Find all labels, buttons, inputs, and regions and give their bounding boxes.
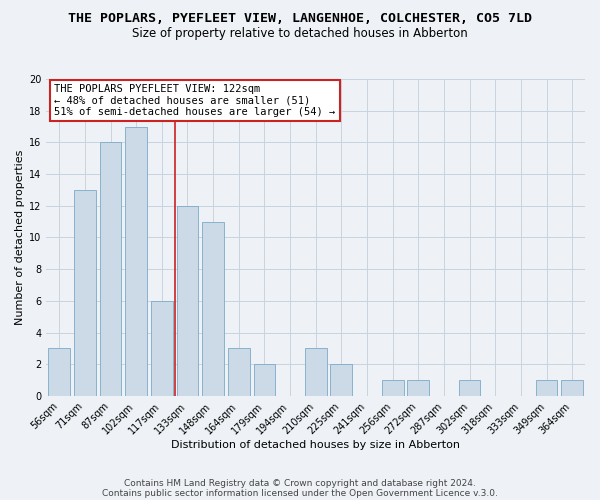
Bar (49, 348, 70, 396)
Bar (151, 301, 173, 396)
Bar (202, 222, 224, 396)
X-axis label: Distribution of detached houses by size in Abberton: Distribution of detached houses by size … (171, 440, 460, 450)
Bar (561, 380, 583, 396)
Bar (458, 380, 481, 396)
Text: Size of property relative to detached houses in Abberton: Size of property relative to detached ho… (132, 28, 468, 40)
Bar (382, 380, 404, 396)
Bar (536, 380, 557, 396)
Y-axis label: Number of detached properties: Number of detached properties (15, 150, 25, 325)
Bar (254, 364, 275, 396)
Bar (305, 348, 326, 396)
Bar (74, 190, 96, 396)
Bar (407, 380, 429, 396)
Bar (125, 126, 147, 396)
Bar (176, 206, 199, 396)
Bar (331, 364, 352, 396)
Text: THE POPLARS, PYEFLEET VIEW, LANGENHOE, COLCHESTER, CO5 7LD: THE POPLARS, PYEFLEET VIEW, LANGENHOE, C… (68, 12, 532, 26)
Bar (228, 348, 250, 396)
Bar (100, 142, 121, 396)
Text: Contains HM Land Registry data © Crown copyright and database right 2024.: Contains HM Land Registry data © Crown c… (124, 478, 476, 488)
Text: THE POPLARS PYEFLEET VIEW: 122sqm
← 48% of detached houses are smaller (51)
51% : THE POPLARS PYEFLEET VIEW: 122sqm ← 48% … (55, 84, 336, 117)
Text: Contains public sector information licensed under the Open Government Licence v.: Contains public sector information licen… (102, 488, 498, 498)
